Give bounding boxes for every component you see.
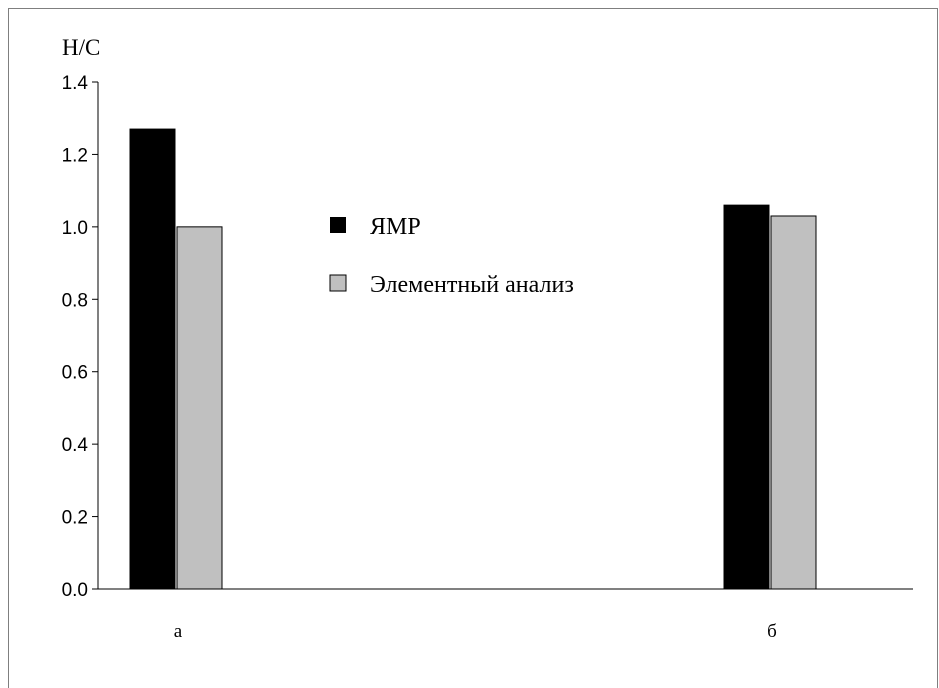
category-label: а (174, 621, 183, 642)
legend-swatch-elemental (329, 274, 347, 292)
legend-label-elemental: Элементный анализ (370, 272, 574, 298)
y-tick-label: 0.8 (62, 290, 88, 311)
y-tick-label: 1.2 (62, 145, 88, 166)
y-tick-label: 1.4 (62, 73, 89, 94)
y-ticks: 0.0 0.2 0.4 0.6 0.8 1.0 1.2 1.4 (62, 73, 98, 601)
bar-elemental-0 (176, 226, 223, 590)
chart-frame (8, 8, 938, 688)
legend: ЯМР Элементный анализ (329, 214, 574, 298)
y-tick-label: 0.2 (62, 508, 88, 529)
y-tick-label: 0.6 (62, 363, 88, 384)
legend-label-nmr: ЯМР (370, 214, 421, 240)
bar-nmr-1 (723, 204, 770, 590)
bar-elemental-1 (770, 215, 817, 590)
y-tick-label: 0.0 (62, 580, 88, 601)
legend-swatch-nmr (330, 217, 346, 233)
bars (129, 128, 817, 590)
category-label: б (767, 621, 777, 642)
bar-nmr-0 (129, 128, 176, 590)
y-tick-label: 0.4 (62, 435, 89, 456)
y-tick-label: 1.0 (62, 218, 88, 239)
y-axis-label: Н/С (62, 35, 100, 60)
